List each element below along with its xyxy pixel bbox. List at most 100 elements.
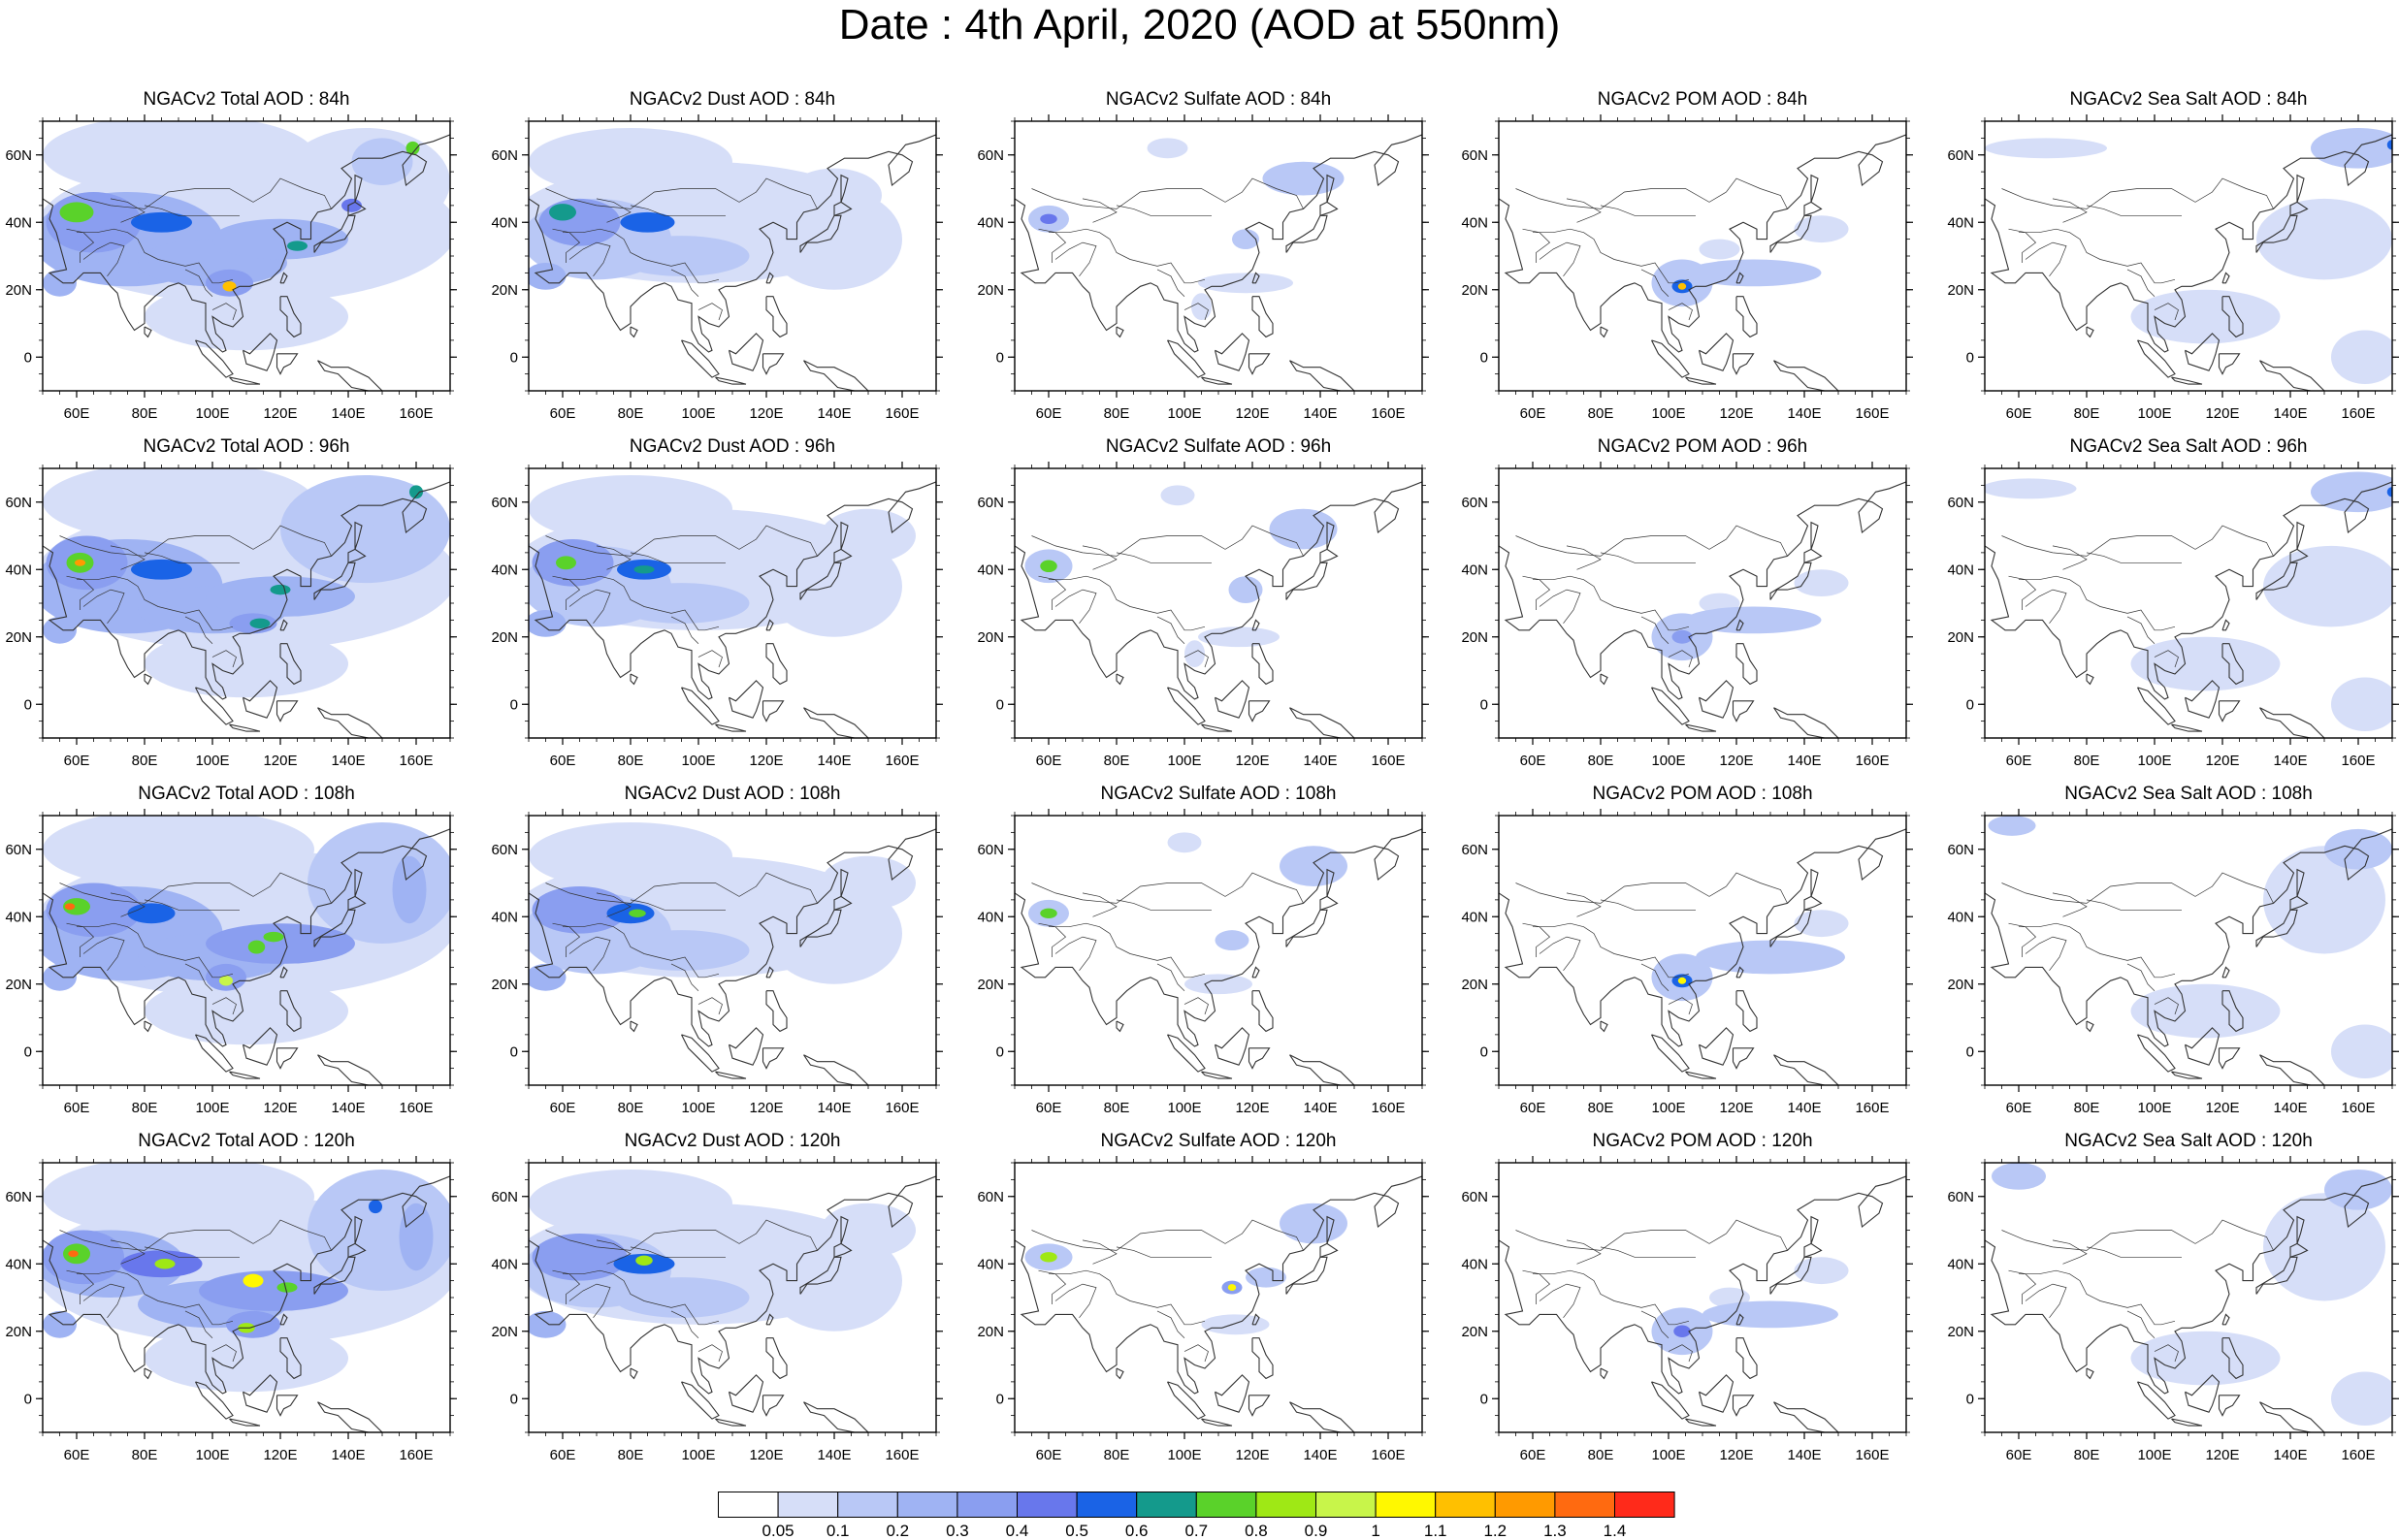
coastline [681,1381,720,1420]
y-tick-label: 60N [5,842,32,858]
coastline [2218,353,2241,375]
coastline [2126,269,2156,297]
coastline [59,872,332,904]
coastline [144,326,152,338]
coastline [1499,828,1906,1047]
aod-shading [2130,636,2281,691]
map-panel-dust-96h: 60E 80E 100E 120E 140E 160E 60N 40N 20N 0 [491,462,943,769]
coastline [1668,1344,1693,1363]
coastline [1566,545,1602,570]
aod-shading [2331,1024,2392,1079]
y-tick-label: 60N [5,1189,32,1205]
coastline [2218,700,2241,722]
coastline [2086,899,2182,911]
aod-shading [2263,1193,2385,1301]
aod-shading [131,559,192,580]
aod-shading [43,1310,77,1338]
y-tick-label: 60N [491,495,518,511]
coastline [1522,575,1551,610]
coastline [2259,360,2325,391]
y-tick-label: 40N [977,1256,1004,1272]
y-tick-label: 0 [1966,349,1974,366]
coastline [1116,552,1212,563]
coastline [1031,525,1304,557]
aod-shading [532,885,628,934]
coastline [347,548,367,563]
coastline [2001,177,2274,209]
aod-shading [222,281,237,292]
coastline [66,1269,95,1304]
figure-title: Date : 4th April, 2020 (AOD at 550nm) [838,1,1561,48]
coastline [354,1215,363,1244]
y-tick-label: 60N [977,147,1004,164]
coastline [2289,1242,2309,1258]
coastline [229,1071,261,1079]
colorbar-label: 1.3 [1543,1522,1567,1538]
x-tick-label: 100E [2137,1100,2171,1116]
coastline [242,1027,278,1066]
coastline [211,303,237,321]
coastline [317,1401,383,1432]
coastline [697,303,723,321]
y-tick-label: 60N [491,842,518,858]
aod-shading [1228,576,1263,603]
aod-shading [68,1250,79,1258]
coastline [1651,1034,1690,1073]
coastline [833,1242,853,1258]
coastline [762,700,785,722]
x-tick-label: 120E [1235,405,1269,422]
y-tick-label: 40N [1947,214,1974,231]
coastline [728,1027,764,1066]
coastline [833,548,853,563]
coastline [552,228,581,263]
coastline [1810,174,1819,203]
coastline [1201,723,1233,732]
aod-shading [243,1273,264,1288]
y-tick-label: 20N [1947,282,1974,299]
aod-shading [529,609,567,637]
coastline [2001,525,2274,557]
coastline [66,228,95,263]
y-tick-label: 20N [1461,1324,1488,1340]
coastline [840,521,849,550]
x-tick-label: 60E [550,1447,576,1463]
x-tick-label: 60E [1036,1447,1062,1463]
coastline [1515,872,1788,904]
aod-shading [1685,259,1822,287]
coastline [715,1071,747,1079]
coastline [630,205,726,216]
coastline [2052,1239,2088,1265]
coastline [1640,963,1670,991]
y-tick-label: 20N [1461,977,1488,993]
y-tick-label: 60N [1947,842,1974,858]
x-tick-label: 160E [1855,1447,1889,1463]
coastline [1183,1344,1209,1363]
aod-shading [821,1203,916,1258]
y-tick-label: 0 [510,1391,518,1407]
coastline [1698,333,1734,371]
coastline [1116,1367,1124,1380]
x-tick-label: 120E [263,753,297,769]
aod-field [1015,134,1422,391]
aod-shading [1040,1252,1057,1263]
coastline [2221,272,2230,284]
x-tick-label: 160E [1371,1447,1405,1463]
aod-shading [629,909,646,917]
coastline [1031,872,1304,904]
x-tick-label: 120E [1235,1100,1269,1116]
coastline [110,198,146,223]
coastline [1566,198,1602,223]
aod-shading [2130,1331,2281,1386]
coastline [529,828,936,1047]
coastline [2221,990,2244,1033]
aod-shading [635,1255,653,1266]
x-tick-label: 120E [263,1100,297,1116]
colorbar-label: 0.9 [1305,1522,1328,1538]
x-tick-label: 100E [1651,1100,1685,1116]
y-tick-label: 40N [977,561,1004,578]
y-tick-label: 0 [1480,1043,1488,1060]
coastline [2259,707,2325,738]
coastline [765,272,774,284]
x-tick-label: 160E [1855,1100,1889,1116]
coastline [1183,997,1209,1015]
